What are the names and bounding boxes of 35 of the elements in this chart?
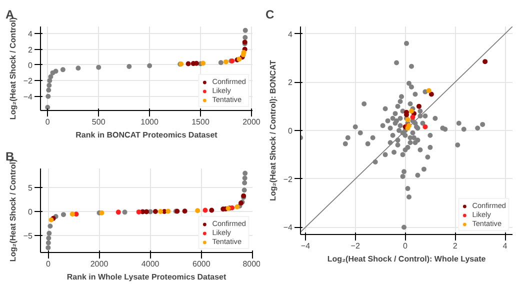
y-tick-label: −2 (23, 76, 34, 86)
x-tick-label: −4 (300, 242, 311, 250)
y-tick-label: 0 (28, 208, 34, 217)
y-axis-title: Log₂(Heat Shock / Control) (8, 159, 18, 262)
x-tick-label: −2 (350, 242, 360, 250)
x-axis-title: Rank in BONCAT Proteomics Dataset (76, 130, 218, 140)
y-tick-label: 4 (288, 30, 294, 39)
x-tick-label: 4000 (141, 260, 160, 268)
y-axis-title: Log₂(Heat Shock / Control) (8, 17, 18, 120)
y-tick-label: 0 (28, 60, 34, 70)
y-tick-label: 4 (28, 30, 34, 39)
x-tick-label: 1000 (140, 118, 160, 126)
x-tick-label: 1500 (192, 118, 210, 126)
x-tick-label: 2000 (90, 260, 109, 268)
x-tick-label: 0 (403, 242, 408, 250)
y-tick-label: 2 (288, 78, 294, 88)
x-tick-label: 0 (45, 118, 50, 126)
x-tick-label: 2 (452, 242, 458, 250)
y-tick-label: −2 (283, 174, 294, 184)
y-tick-label: 2 (28, 45, 34, 54)
x-tick-label: 500 (92, 118, 106, 126)
y-axis-title: Log₂(Heat Shock / Control): BONCAT (268, 60, 278, 201)
x-tick-label: 6000 (192, 260, 211, 268)
x-axis-title: Rank in Whole Lysate Proteomics Dataset (66, 272, 226, 282)
y-tick-label: −4 (23, 92, 34, 102)
y-tick-label: 0 (288, 126, 294, 136)
y-tick-label: −4 (283, 223, 294, 232)
x-tick-label: 0 (46, 260, 51, 268)
y-tick-label: 5 (28, 184, 34, 193)
x-tick-label: 8000 (242, 260, 262, 268)
y-tick-label: −5 (23, 232, 34, 241)
x-axis-title: Log₂(Heat Shock / Control): Whole Lysate (327, 254, 486, 264)
x-tick-label: 2000 (242, 118, 261, 126)
chart-title: C (266, 8, 274, 22)
x-tick-label: 4 (502, 242, 508, 250)
